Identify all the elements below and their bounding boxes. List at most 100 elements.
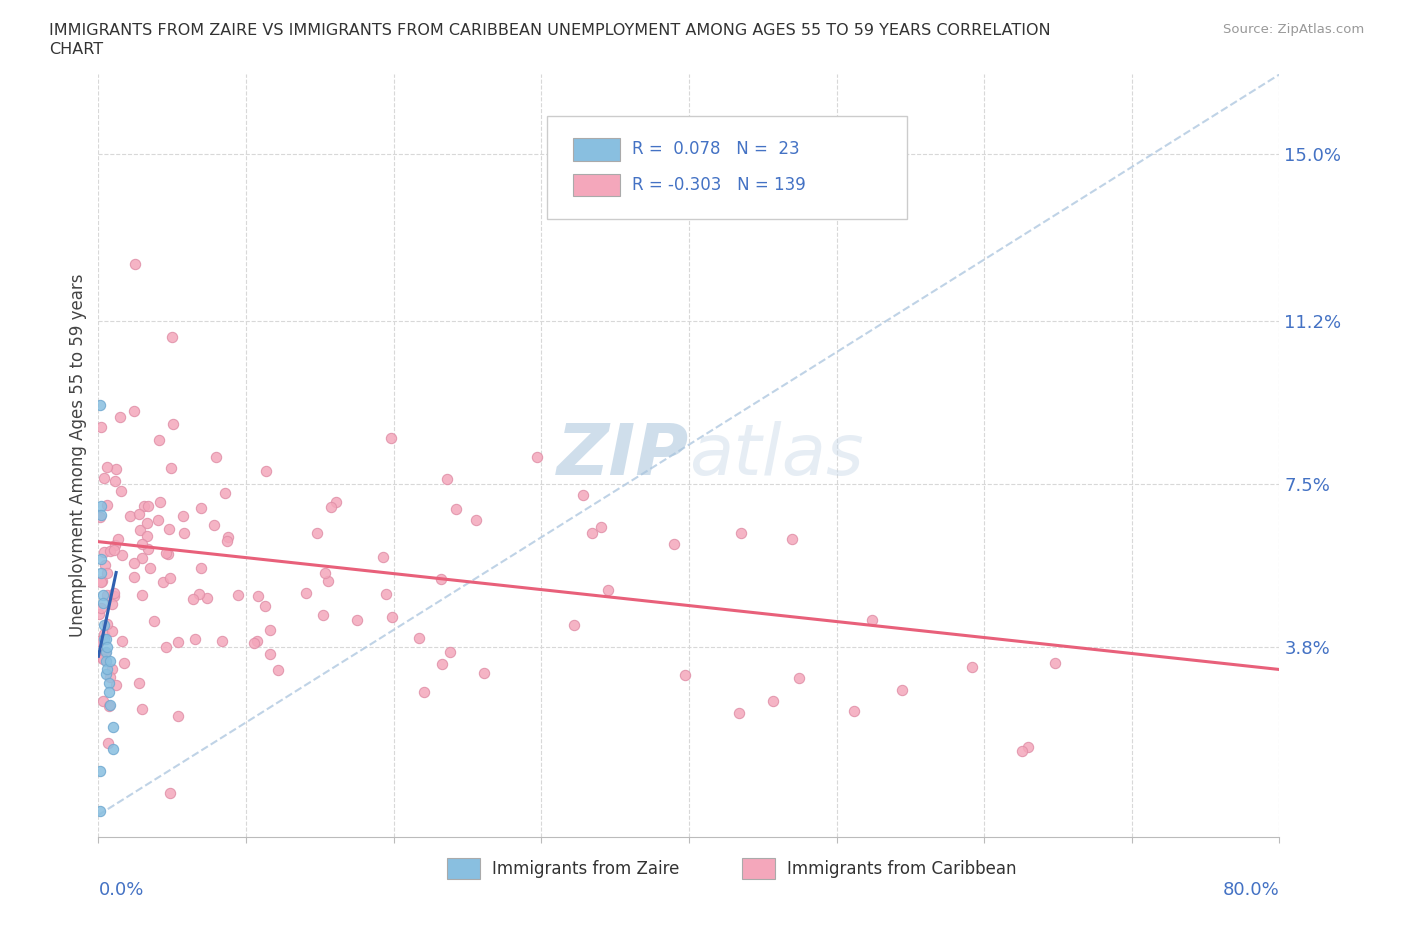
FancyBboxPatch shape [574,138,620,161]
Point [131,588,153,603]
Point [267,663,290,678]
Point [730,525,752,540]
Point [98,698,121,713]
Point [204,449,226,464]
Point [90,499,112,514]
Point [139,561,162,576]
Point [96,459,118,474]
Point [664,537,686,551]
Point [152,574,174,589]
Point [111,548,134,563]
Point [103,741,125,756]
Point [160,330,183,345]
Point [159,570,181,585]
Point [104,538,127,552]
Point [430,571,453,586]
Point [128,523,150,538]
Point [96,498,118,512]
Point [103,720,125,735]
FancyBboxPatch shape [742,857,775,879]
Point [246,589,269,604]
Point [96,662,118,677]
Point [190,500,212,515]
Point [93,631,115,646]
Point [381,610,404,625]
Point [87,606,110,621]
Point [120,509,142,524]
Point [89,633,111,648]
Y-axis label: Unemployment Among Ages 55 to 59 years: Unemployment Among Ages 55 to 59 years [69,274,87,637]
Point [1017,739,1039,754]
Point [98,653,121,668]
Point [131,537,153,551]
Point [312,607,335,622]
Point [93,627,115,642]
Point [464,512,486,527]
Point [96,566,118,581]
Point [259,646,281,661]
Point [110,484,132,498]
Point [408,631,430,645]
Point [316,574,339,589]
Point [430,657,453,671]
Point [157,522,180,537]
Point [91,694,114,709]
Text: R = -0.303   N = 139: R = -0.303 N = 139 [633,176,806,194]
Point [202,518,225,533]
Point [346,613,368,628]
Point [472,665,495,680]
Point [103,542,125,557]
Point [104,677,127,692]
Point [96,588,118,603]
Point [259,623,281,638]
Point [374,586,396,601]
Text: R =  0.078   N =  23: R = 0.078 N = 23 [633,140,800,158]
Point [1011,744,1033,759]
Point [436,472,458,487]
Point [90,565,112,580]
Point [89,804,111,818]
Point [93,618,115,632]
Point [111,633,134,648]
FancyBboxPatch shape [574,174,620,196]
Point [166,634,188,649]
Point [91,574,114,589]
Point [155,546,177,561]
Point [149,494,172,509]
Point [103,586,125,601]
Point [98,543,121,558]
Point [1043,656,1066,671]
Text: atlas: atlas [689,421,863,490]
Point [314,565,336,580]
Point [960,659,983,674]
Point [122,404,145,418]
Point [581,525,603,540]
Point [728,706,751,721]
Point [572,487,595,502]
Point [90,508,112,523]
Point [97,684,120,699]
Point [217,530,239,545]
Point [860,613,883,628]
Point [91,596,114,611]
Point [136,498,159,513]
Point [591,519,613,534]
Point [136,528,159,543]
Point [104,461,127,476]
Point [97,675,120,690]
Text: Source: ZipAtlas.com: Source: ZipAtlas.com [1223,23,1364,36]
Point [319,499,342,514]
Point [167,709,190,724]
Point [246,633,269,648]
Point [131,701,153,716]
Point [188,586,211,601]
Point [128,676,150,691]
Point [673,668,696,683]
Point [253,598,276,613]
Point [89,397,111,412]
Point [89,510,111,525]
Point [96,617,118,631]
Point [131,551,153,565]
Text: CHART: CHART [49,42,103,57]
Point [96,640,118,655]
